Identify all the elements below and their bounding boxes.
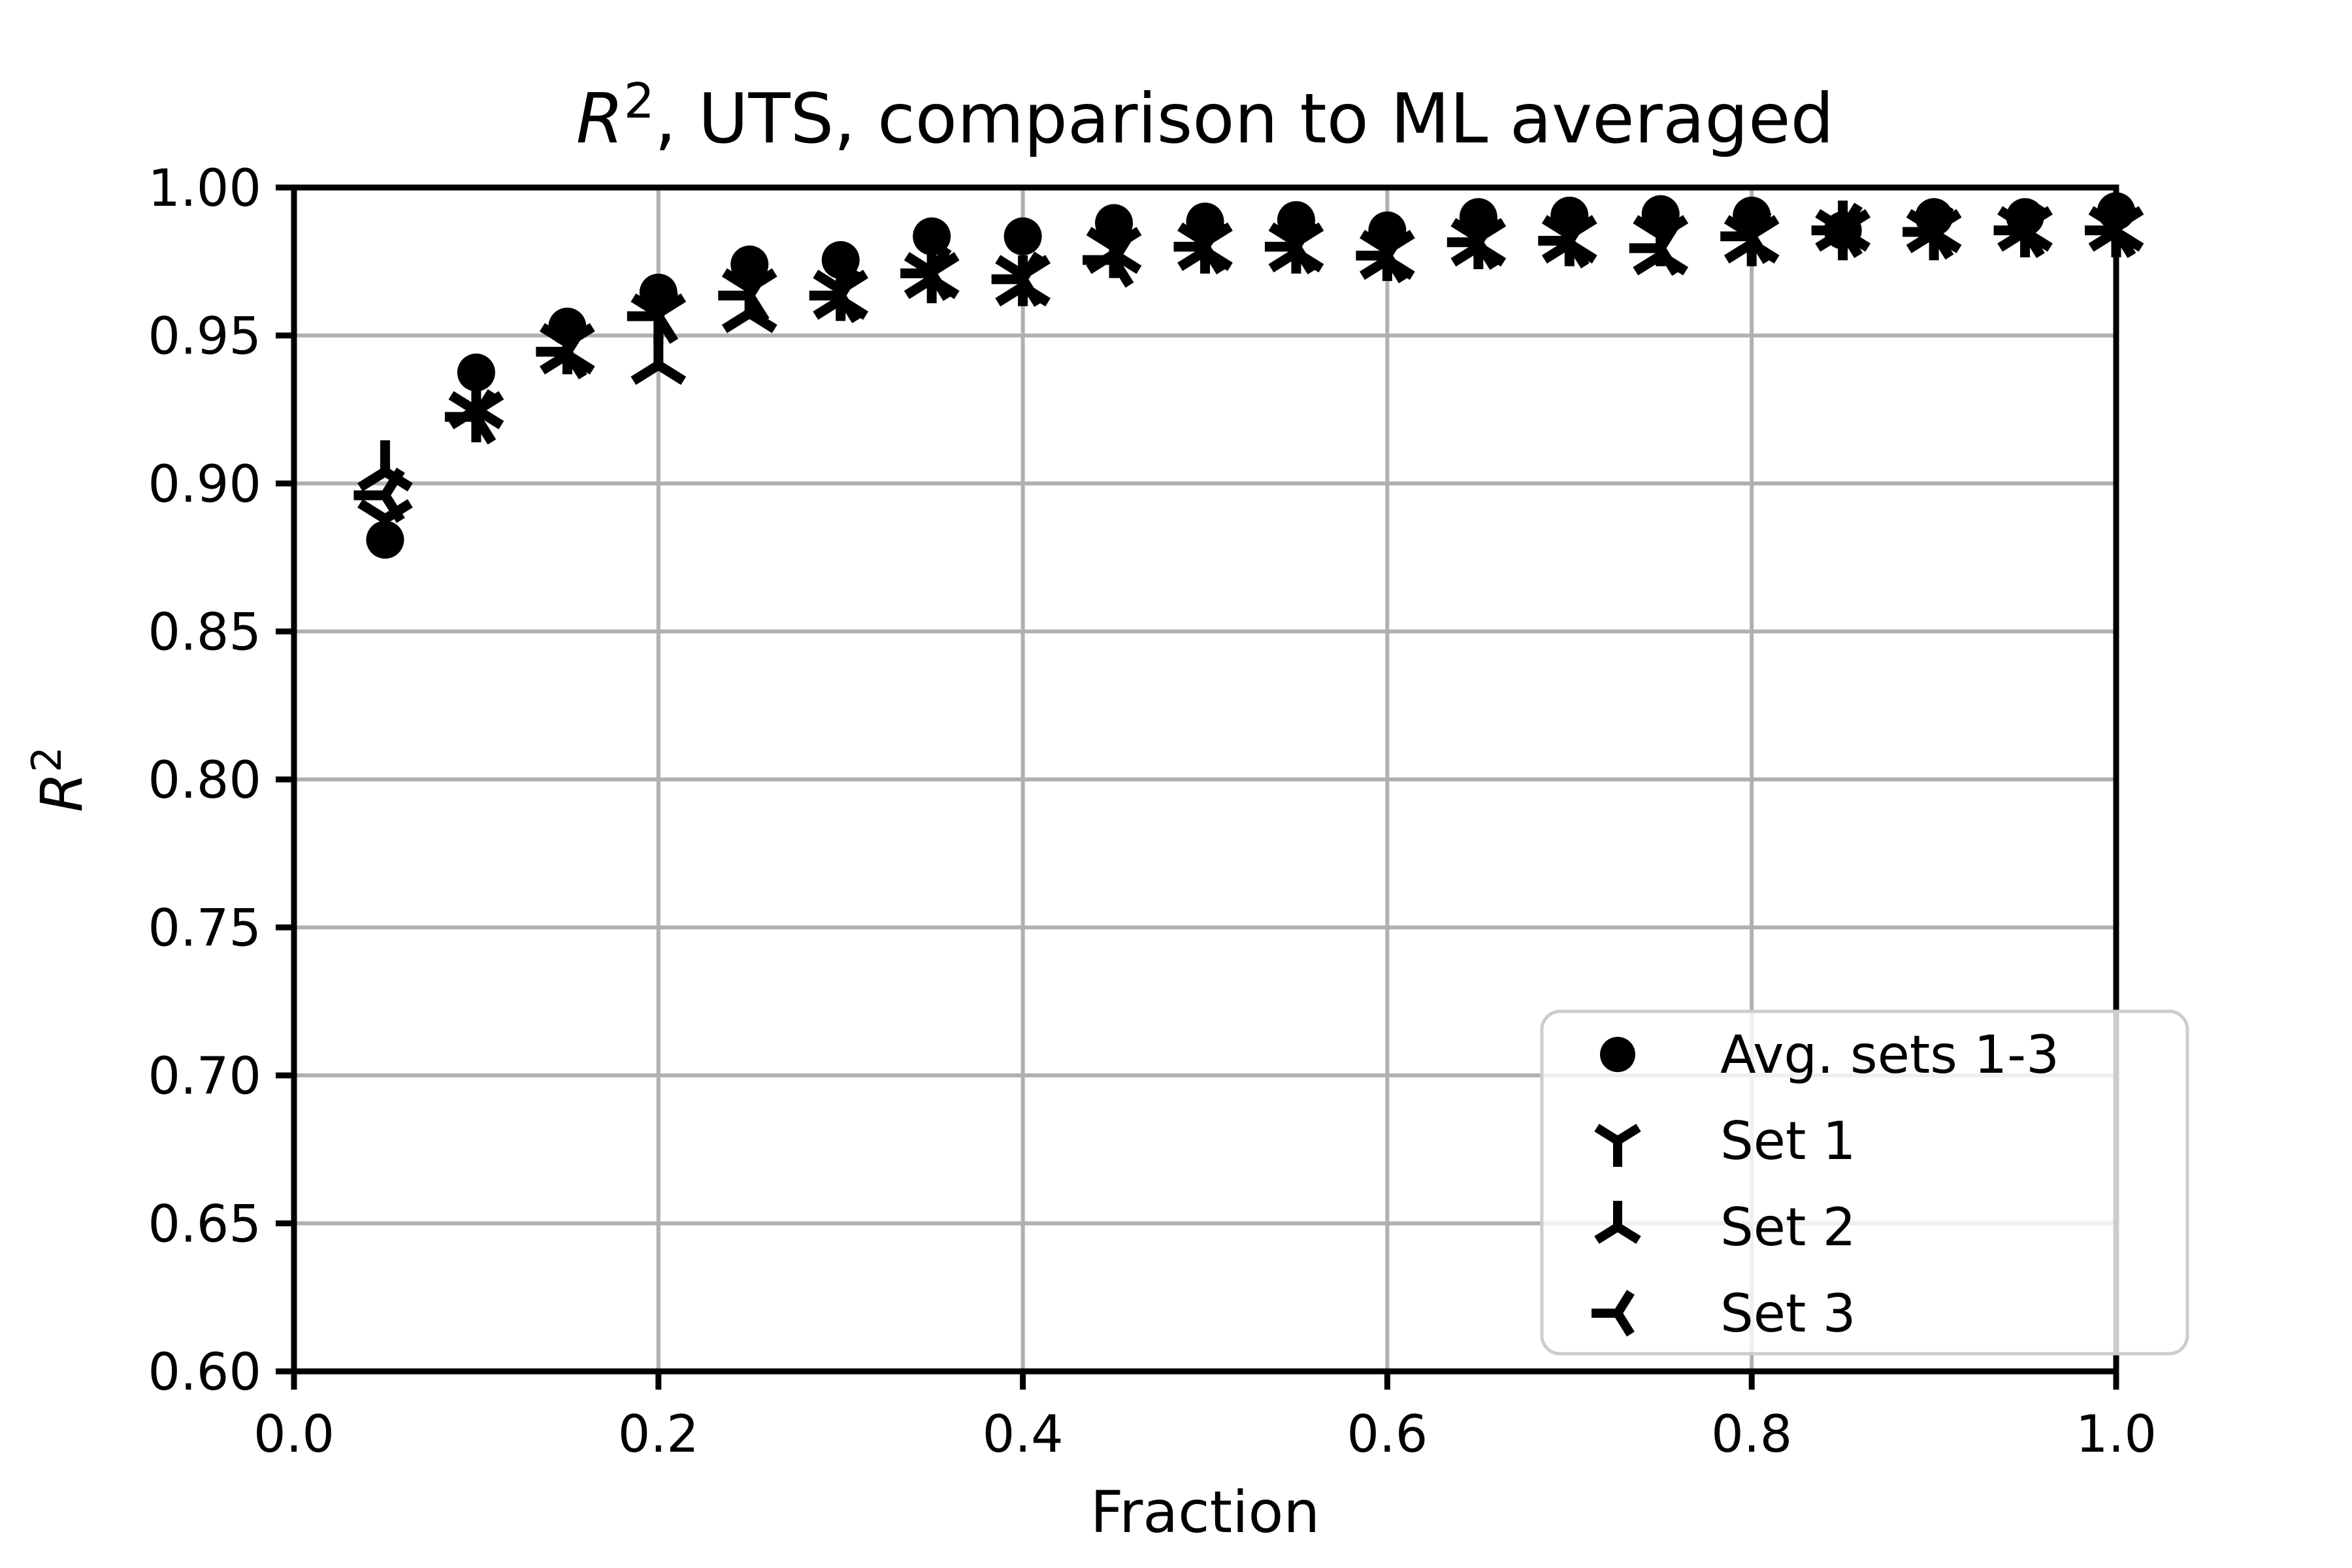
data-point-tri_left [1446, 214, 1499, 270]
y-tick-label: 0.95 [148, 308, 261, 367]
chart-title: R2, UTS, comparison to ML averaged [576, 73, 1834, 159]
data-point-tri_left [1173, 219, 1225, 274]
data-point-tri_left [1720, 208, 1772, 265]
data-point-tri_left [1356, 227, 1407, 284]
data-point-circle [1004, 217, 1042, 255]
y-tick-label: 0.70 [148, 1047, 261, 1106]
data-point-tri_left [444, 389, 497, 445]
legend-marker-circle [1600, 1037, 1635, 1072]
data-markers [353, 192, 2144, 559]
data-point-tri_up [630, 333, 687, 385]
legend-box [1540, 1009, 2189, 1356]
x-tick-label: 1.0 [2076, 1405, 2157, 1464]
data-point-tri_left [627, 288, 679, 344]
data-point-circle [913, 217, 951, 255]
legend-label: Set 3 [1720, 1283, 1856, 1344]
data-point-tri_left [718, 267, 770, 323]
y-tick-label: 0.65 [148, 1196, 261, 1254]
x-tick-label: 0.6 [1347, 1405, 1428, 1464]
x-tick-label: 0.4 [983, 1405, 1064, 1464]
data-point-tri_left [1811, 203, 1863, 259]
data-point-circle [457, 353, 495, 392]
data-point-tri_left [900, 245, 952, 301]
y-tick-label: 0.80 [148, 751, 261, 810]
y-tick-label: 0.90 [148, 455, 261, 514]
titles-and-labels: R2, UTS, comparison to ML averaged Fracti… [23, 73, 1834, 1546]
data-point-tri_left [353, 467, 405, 523]
data-point-tri_left [809, 267, 861, 323]
data-point-tri_left [1264, 219, 1316, 274]
legend-label: Set 2 [1720, 1197, 1856, 1258]
data-point-tri_left [1903, 204, 1954, 260]
legend-marker-tri_up [1594, 1201, 1641, 1244]
x-tick-label: 0.8 [1711, 1405, 1792, 1464]
legend-label: Avg. sets 1-3 [1720, 1024, 2059, 1085]
data-point-tri_left [1629, 220, 1681, 276]
data-point-circle [821, 240, 860, 279]
y-tick-label: 0.60 [148, 1343, 261, 1402]
axis-ticks-and-labels: 0.0 0.2 0.4 0.6 0.8 1.0 0.60 0.65 0.70 0.75 0.80 0.… [148, 159, 2157, 1464]
legend-marker-tri_left [1592, 1290, 1635, 1337]
data-point-tri_left [536, 324, 587, 380]
x-tick-label: 0.0 [253, 1405, 335, 1464]
legend: Avg. sets 1-3 Set 1 Set 2 Set 3 [1540, 1009, 2189, 1356]
x-axis-label: Fraction [1090, 1478, 1320, 1546]
data-point-tri_left [1993, 203, 2045, 259]
y-axis-label: R2 [23, 747, 95, 813]
y-tick-label: 0.85 [148, 604, 261, 662]
y-tick-label: 0.75 [148, 900, 261, 958]
data-point-tri_left [1083, 232, 1134, 288]
legend-label: Set 1 [1720, 1111, 1856, 1171]
data-point-tri_left [991, 252, 1043, 307]
data-point-tri_left [1538, 213, 1590, 269]
y-tick-label: 1.00 [148, 159, 261, 218]
legend-marker-tri_down [1594, 1124, 1641, 1167]
x-tick-label: 0.2 [618, 1405, 699, 1464]
